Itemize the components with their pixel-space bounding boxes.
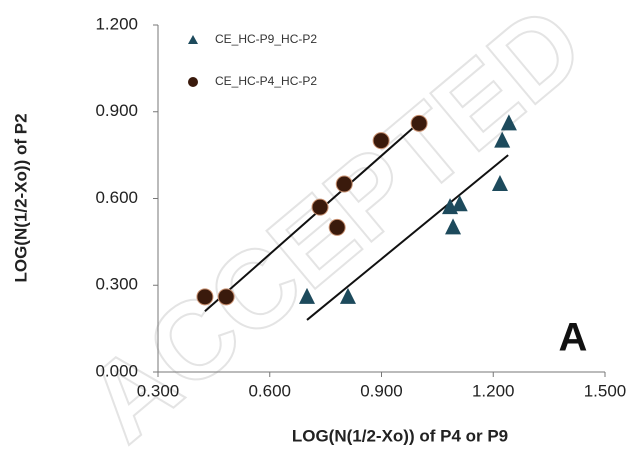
point — [299, 287, 315, 304]
point — [410, 114, 428, 132]
legend-label: CE_HC-P4_HC-P2 — [215, 74, 317, 88]
y-tick-label: 0.600 — [95, 188, 138, 207]
y-tick-label: 0.000 — [95, 361, 138, 380]
point — [445, 218, 462, 235]
point — [372, 132, 390, 150]
point — [339, 287, 356, 304]
legend-marker — [188, 35, 198, 44]
point — [196, 288, 214, 306]
point — [311, 198, 329, 216]
point — [491, 175, 508, 192]
x-tick-label: 0.600 — [248, 381, 291, 400]
point — [335, 175, 353, 193]
x-tick-label: 1.500 — [584, 381, 627, 400]
y-tick-label: 0.900 — [95, 101, 138, 120]
trend-line — [306, 154, 509, 321]
point — [217, 288, 235, 306]
legend-label: CE_HC-P9_HC-P2 — [215, 32, 317, 46]
panel-label: A — [559, 316, 588, 360]
y-tick-label: 0.300 — [95, 275, 138, 294]
y-axis-title: LOG(N(1/2-Xo)) of P2 — [11, 113, 30, 282]
legend-marker — [188, 77, 198, 87]
point — [500, 114, 517, 131]
point — [451, 195, 468, 212]
y-tick-label: 1.200 — [95, 14, 138, 33]
x-tick-label: 0.900 — [360, 381, 403, 400]
point — [328, 218, 346, 236]
x-tick-label: 0.300 — [137, 381, 180, 400]
x-axis-title: LOG(N(1/2-Xo)) of P4 or P9 — [292, 426, 508, 445]
x-tick-label: 1.200 — [472, 381, 515, 400]
trend-line — [204, 121, 421, 313]
point — [494, 131, 511, 148]
